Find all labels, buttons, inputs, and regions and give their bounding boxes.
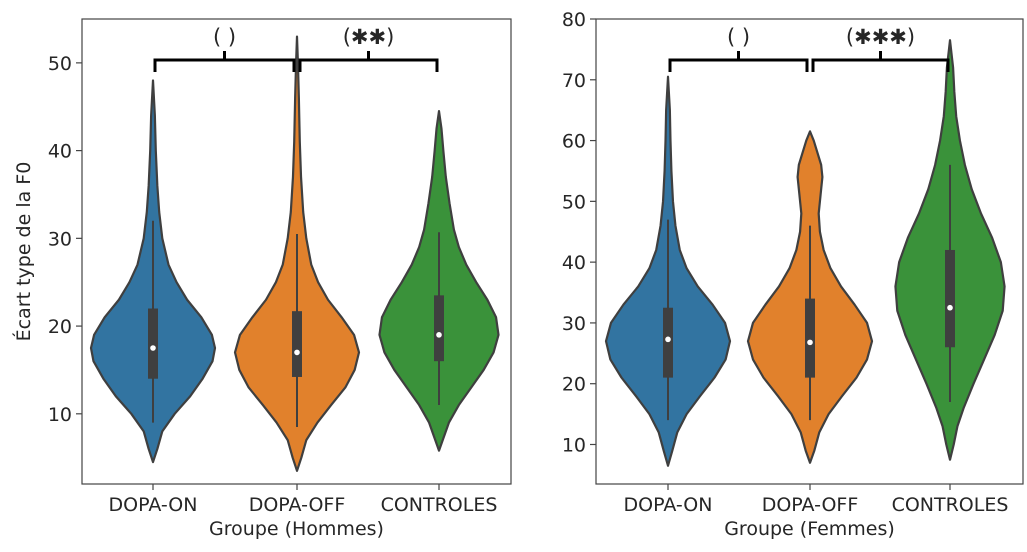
x-tick-label: CONTROLES	[381, 494, 498, 516]
significance-label: ( )	[727, 25, 750, 49]
median-point	[294, 349, 300, 356]
y-axis-label: Écart type de la F0	[12, 162, 35, 342]
median-point	[665, 336, 671, 343]
y-tick-label: 50	[562, 191, 586, 213]
iqr-box	[945, 249, 955, 348]
median-point	[436, 332, 442, 338]
y-tick-label: 50	[48, 53, 72, 75]
y-tick-label: 40	[48, 141, 72, 163]
x-tick-label: CONTROLES	[892, 494, 1009, 516]
median-point	[947, 304, 953, 311]
y-tick-label: 30	[562, 313, 586, 335]
x-tick-label: DOPA-OFF	[762, 494, 859, 516]
y-tick-label: 70	[562, 70, 586, 92]
violin-panel-hommes: 10 20 30 40 50 DOPA-ON DOPA-OFF CONTROLES ( ) (✱✱…	[12, 18, 512, 540]
iqr-box	[805, 298, 815, 378]
significance-label: (✱✱)	[343, 25, 395, 49]
significance-bracket	[298, 51, 439, 72]
y-tick-label: 30	[48, 228, 72, 250]
significance-bracket	[153, 51, 296, 72]
violin-panel-femmes: 10 20 30 40 50 60 70 80 DOPA-ON DOPA-OFF CONTROLES…	[562, 9, 1024, 540]
median-point	[150, 345, 156, 351]
x-axis-label: Groupe (Femmes)	[724, 518, 895, 540]
iqr-box	[434, 295, 444, 362]
x-tick-label: DOPA-OFF	[249, 494, 346, 516]
y-tick-label: 80	[562, 9, 586, 31]
iqr-box	[292, 311, 302, 377]
x-tick-label: DOPA-ON	[624, 494, 713, 516]
y-tick-label: 10	[562, 434, 586, 456]
y-tick-label: 40	[562, 252, 586, 274]
significance-bracket	[811, 51, 950, 72]
x-axis-label: Groupe (Hommes)	[209, 518, 384, 540]
x-tick-label: DOPA-ON	[109, 494, 198, 516]
y-tick-label: 10	[48, 404, 72, 426]
iqr-box	[663, 307, 673, 378]
significance-label: (✱✱✱)	[846, 25, 915, 49]
y-tick-label: 60	[562, 131, 586, 153]
iqr-box	[148, 308, 158, 379]
median-point	[807, 339, 813, 346]
y-tick-label: 20	[562, 374, 586, 396]
y-tick-label: 20	[48, 316, 72, 338]
significance-label: ( )	[213, 25, 236, 49]
significance-bracket	[668, 51, 809, 72]
